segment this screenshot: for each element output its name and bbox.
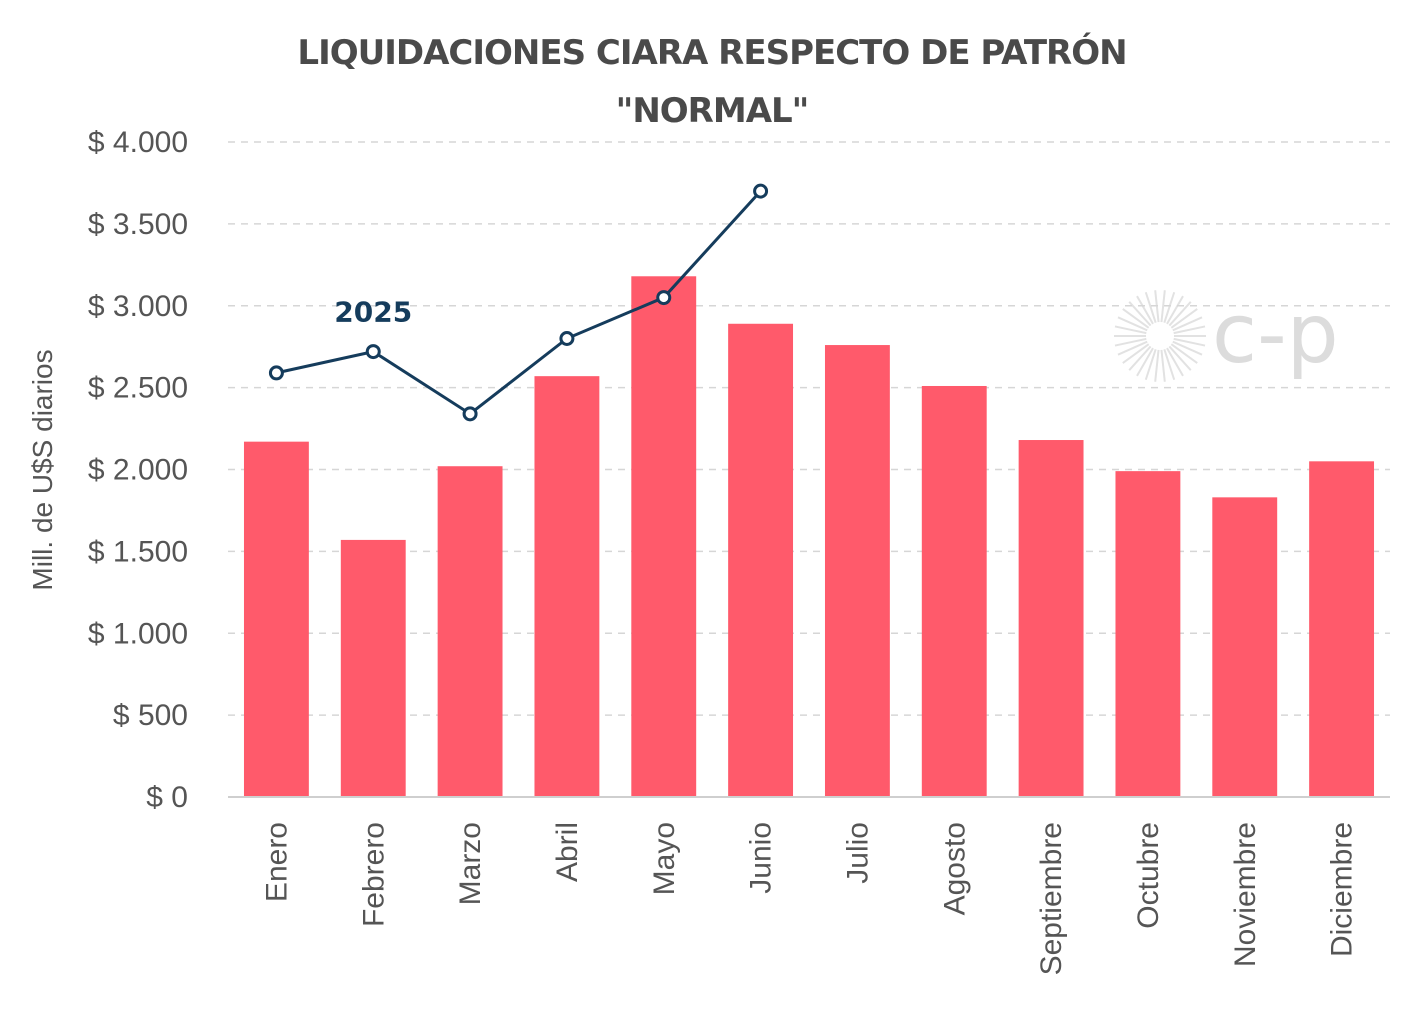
watermark-ray [1172,340,1203,356]
y-tick-label: $ 0 [146,781,188,814]
bar-enero [243,441,309,797]
watermark-ray [1172,316,1203,332]
chart-title-line-2: "NORMAL" [616,91,809,131]
bars [243,276,1375,797]
y-axis-ticks: $ 0 $ 500 $ 1.000 $ 1.500 $ 2.000 $ 2.500 $ 3.… [88,126,188,814]
y-tick-label: $ 2.000 [88,454,188,487]
line-2025-path [276,190,762,416]
watermark-ray [1128,301,1152,327]
line-2025-point-febrero [365,344,381,360]
watermark-ray [1160,349,1166,382]
watermark-ray [1114,325,1147,335]
watermark-ray [1154,349,1160,382]
bar-febrero [340,539,406,797]
watermark-ray [1166,347,1184,377]
watermark-ray [1144,349,1157,381]
bar-junio [728,323,794,797]
bar-septiembre [1018,440,1084,797]
line-2025-point-abril [559,331,575,346]
watermark-ray [1122,343,1150,364]
watermark-ray [1163,291,1176,323]
line-2025-label: 2025 [334,296,412,329]
x-tick-label-agosto: Agosto [938,822,971,915]
chart-title-line-1: LIQUIDACIONES CIARA RESPECTO DE PATRÓN [297,32,1126,73]
watermark-ray [1170,343,1198,364]
watermark-ray [1117,316,1148,332]
y-tick-label: $ 4.000 [88,126,188,159]
watermark-logo: c-p [1114,287,1339,382]
watermark-ray [1168,301,1192,327]
watermark-text: c-p [1212,287,1339,382]
x-tick-label-diciembre: Diciembre [1326,822,1359,957]
x-tick-label-octubre: Octubre [1132,822,1165,929]
x-tick-label-julio: Julio [841,822,874,884]
bar-marzo [437,466,503,797]
bar-agosto [921,385,987,797]
line-series-2025: 2025 [268,183,769,422]
x-tick-label-enero: Enero [260,822,293,902]
line-2025-point-junio [753,183,769,199]
watermark-ray [1173,325,1206,335]
x-tick-label-noviembre: Noviembre [1229,822,1262,967]
watermark-ray [1136,295,1154,325]
watermark-ray [1160,290,1166,323]
bar-octubre [1115,471,1181,797]
watermark-ray [1122,308,1150,329]
watermark-ray [1163,349,1176,381]
gridlines [228,141,1390,716]
bar-noviembre [1212,497,1278,797]
watermark-ray [1168,345,1192,371]
bar-julio [824,345,890,797]
watermark-ray [1166,295,1184,325]
x-tick-label-marzo: Marzo [454,822,487,905]
x-tick-label-abril: Abril [551,822,584,882]
y-tick-label: $ 500 [113,699,188,732]
watermark-ray [1173,337,1206,347]
watermark-ray [1144,291,1157,323]
bar-mayo [631,276,697,797]
y-tick-label: $ 2.500 [88,372,188,405]
y-tick-label: $ 1.500 [88,535,188,568]
x-axis-ticks: Enero Febrero Marzo Abril Mayo Junio Julio Agos… [260,822,1358,975]
line-2025-point-enero [268,365,284,381]
watermark-ray [1128,345,1152,371]
y-tick-label: $ 3.000 [88,290,188,323]
y-tick-label: $ 1.000 [88,617,188,650]
bar-abril [534,376,600,797]
x-tick-label-septiembre: Septiembre [1035,822,1068,975]
x-tick-label-junio: Junio [745,822,778,894]
watermark-ray [1136,347,1154,377]
watermark-ray [1170,308,1198,329]
bar-diciembre [1309,461,1375,797]
line-2025-point-mayo [656,290,672,306]
watermark-ray [1117,340,1148,356]
x-tick-label-febrero: Febrero [357,822,390,927]
watermark-ray [1114,337,1147,347]
y-axis-label: Mill. de U$S diarios [27,349,58,590]
x-tick-label-mayo: Mayo [648,822,681,895]
y-tick-label: $ 3.500 [88,208,188,241]
line-2025-point-marzo [462,406,478,422]
